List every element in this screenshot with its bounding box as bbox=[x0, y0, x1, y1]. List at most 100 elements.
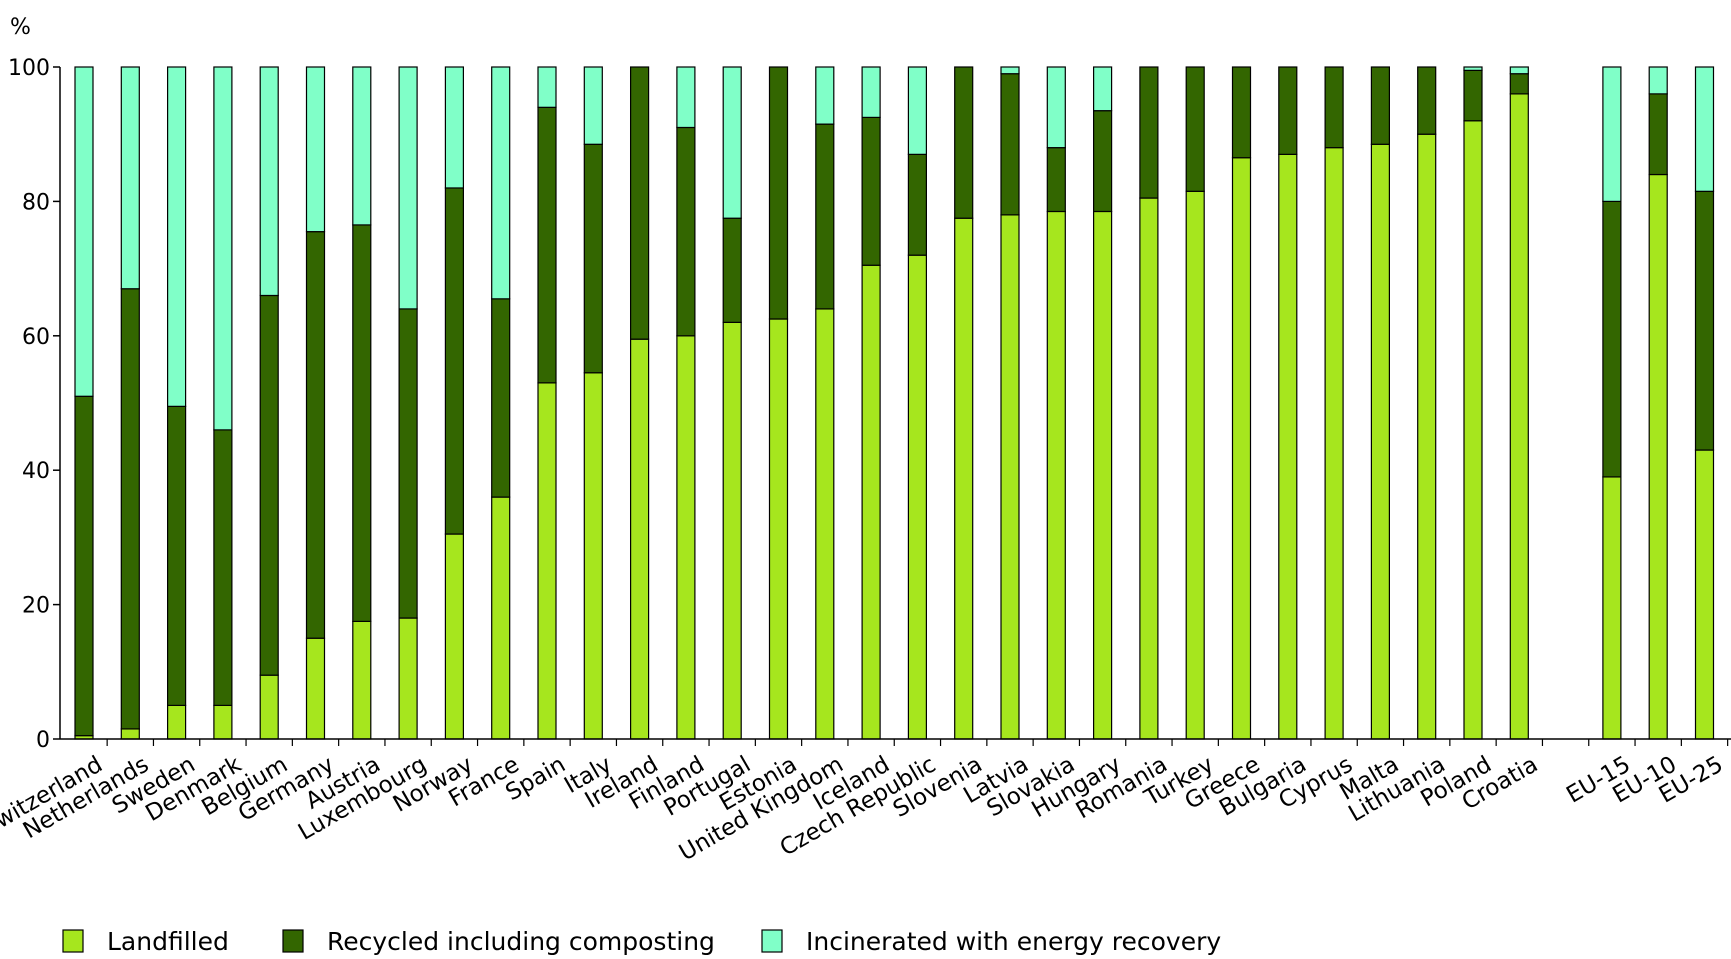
bar-segment-Italy-2 bbox=[583, 66, 603, 145]
bar-segment-Czech Republic-2 bbox=[907, 66, 928, 155]
bar-segment-Estonia-0 bbox=[768, 318, 789, 740]
bar-segment-Croatia-1 bbox=[1509, 73, 1529, 95]
bar-segment-United Kingdom-0 bbox=[815, 308, 835, 740]
bar-segment-Hungary-2 bbox=[1092, 66, 1113, 112]
bar-segment-Iceland-2 bbox=[861, 66, 881, 119]
bar-segment-United Kingdom-1 bbox=[815, 123, 835, 310]
y-tick-label-40: 40 bbox=[22, 459, 50, 484]
bar-segment-Slovakia-1 bbox=[1046, 147, 1066, 213]
legend-label-0: Landfilled bbox=[107, 927, 229, 956]
bar-segment-Portugal-1 bbox=[722, 217, 742, 323]
legend-swatch-0 bbox=[62, 929, 84, 953]
bar-segment-Latvia-0 bbox=[1000, 214, 1020, 740]
bar-segment-EU-10-0 bbox=[1648, 173, 1668, 740]
legend-label-1: Recycled including composting bbox=[327, 927, 715, 956]
bar-segment-Latvia-1 bbox=[1000, 73, 1020, 216]
bar-segment-Spain-0 bbox=[537, 382, 557, 740]
bar-segment-Iceland-1 bbox=[861, 116, 881, 266]
bar-segment-Poland-1 bbox=[1463, 69, 1483, 122]
bar-segment-Cyprus-1 bbox=[1324, 66, 1344, 149]
bar-segment-EU-15-2 bbox=[1602, 66, 1622, 202]
y-tick-label-60: 60 bbox=[22, 325, 50, 350]
bar-segment-Portugal-0 bbox=[722, 321, 742, 740]
bar-segment-Netherlands-2 bbox=[120, 66, 140, 290]
bar-segment-EU-25-2 bbox=[1694, 66, 1715, 192]
bar-segment-Austria-2 bbox=[352, 66, 372, 226]
bar-segment-Switzerland-1 bbox=[74, 395, 94, 737]
bar-segment-Netherlands-0 bbox=[120, 728, 140, 740]
bar-segment-Malta-0 bbox=[1370, 143, 1391, 740]
bar-segment-Spain-1 bbox=[537, 106, 557, 384]
bar-segment-Norway-0 bbox=[444, 533, 464, 740]
bar-segment-Denmark-2 bbox=[213, 66, 233, 431]
y-tick-label-100: 100 bbox=[8, 56, 50, 81]
bar-segment-Italy-0 bbox=[583, 372, 603, 740]
bar-segment-Luxembourg-0 bbox=[398, 617, 418, 740]
bar-segment-Denmark-1 bbox=[213, 429, 233, 706]
bar-segment-EU-25-0 bbox=[1694, 449, 1715, 740]
bar-segment-EU-15-0 bbox=[1602, 476, 1622, 740]
bar-segment-EU-10-1 bbox=[1648, 93, 1668, 176]
bar-segment-Denmark-0 bbox=[213, 704, 233, 740]
bar-segment-Croatia-2 bbox=[1509, 66, 1529, 75]
bar-segment-Luxembourg-2 bbox=[398, 66, 418, 310]
bar-segment-Cyprus-0 bbox=[1324, 147, 1344, 740]
bar-segment-Romania-0 bbox=[1139, 197, 1159, 740]
y-tick-label-20: 20 bbox=[22, 594, 50, 619]
bar-segment-France-2 bbox=[491, 66, 511, 300]
bar-segment-Romania-1 bbox=[1139, 66, 1159, 199]
y-axis-label: % bbox=[10, 15, 31, 40]
bar-segment-Slovenia-0 bbox=[954, 217, 974, 740]
bar-segment-Slovakia-2 bbox=[1046, 66, 1066, 149]
bar-segment-EU-15-1 bbox=[1602, 200, 1622, 478]
bar-segment-Croatia-0 bbox=[1509, 93, 1529, 740]
bar-segment-France-0 bbox=[491, 496, 511, 740]
bar-segment-Belgium-1 bbox=[259, 294, 279, 676]
bar-segment-Iceland-0 bbox=[861, 264, 881, 740]
bar-segment-EU-10-2 bbox=[1648, 66, 1668, 95]
bar-segment-Netherlands-1 bbox=[120, 288, 140, 730]
y-tick-label-0: 0 bbox=[36, 728, 50, 753]
bar-segment-Malta-1 bbox=[1370, 66, 1391, 145]
bar-segment-Austria-1 bbox=[352, 224, 372, 623]
bar-segment-Lithuania-1 bbox=[1417, 66, 1437, 135]
bar-segment-Poland-0 bbox=[1463, 120, 1483, 740]
bar-segment-Greece-1 bbox=[1231, 66, 1252, 159]
bar-segment-Germany-2 bbox=[305, 66, 326, 233]
bar-segment-Turkey-1 bbox=[1185, 66, 1205, 192]
legend: Landfilled Recycled including composting I… bbox=[62, 927, 1221, 956]
legend-label-2: Incinerated with energy recovery bbox=[806, 927, 1221, 956]
bar-segment-Czech Republic-0 bbox=[907, 254, 928, 740]
bar-segment-Finland-1 bbox=[676, 126, 696, 337]
bars-group bbox=[74, 66, 1715, 740]
y-tick-label-80: 80 bbox=[22, 190, 50, 215]
bar-segment-Norway-2 bbox=[444, 66, 464, 189]
bar-segment-Norway-1 bbox=[444, 187, 464, 535]
bar-segment-Belgium-2 bbox=[259, 66, 279, 297]
legend-swatch-1 bbox=[282, 929, 304, 953]
bar-segment-Sweden-2 bbox=[167, 66, 187, 407]
bar-segment-Poland-2 bbox=[1463, 66, 1483, 71]
bar-segment-Hungary-0 bbox=[1092, 210, 1113, 740]
bar-segment-Hungary-1 bbox=[1092, 110, 1113, 213]
bar-segment-Portugal-2 bbox=[722, 66, 742, 219]
bar-segment-Switzerland-2 bbox=[74, 66, 94, 397]
bar-segment-Ireland-1 bbox=[629, 66, 650, 340]
y-ticks-group: 0 20 40 60 80 100 bbox=[8, 56, 60, 753]
legend-swatch-2 bbox=[761, 929, 783, 953]
x-tick-labels-group: SwitzerlandNetherlandsSwedenDenmarkBelgi… bbox=[0, 739, 1729, 866]
bar-segment-Bulgaria-1 bbox=[1278, 66, 1298, 155]
bar-segment-Lithuania-0 bbox=[1417, 133, 1437, 740]
bar-segment-Finland-0 bbox=[676, 335, 696, 740]
bar-segment-Sweden-1 bbox=[167, 405, 187, 706]
bar-segment-France-1 bbox=[491, 298, 511, 498]
bar-segment-Slovenia-1 bbox=[954, 66, 974, 219]
bar-segment-Germany-1 bbox=[305, 231, 326, 639]
bar-segment-Austria-0 bbox=[352, 620, 372, 740]
bar-segment-Bulgaria-0 bbox=[1278, 153, 1298, 740]
bar-segment-Estonia-1 bbox=[768, 66, 789, 320]
bar-segment-Sweden-0 bbox=[167, 704, 187, 740]
bar-segment-Turkey-0 bbox=[1185, 190, 1205, 740]
bar-segment-Ireland-0 bbox=[629, 338, 650, 740]
